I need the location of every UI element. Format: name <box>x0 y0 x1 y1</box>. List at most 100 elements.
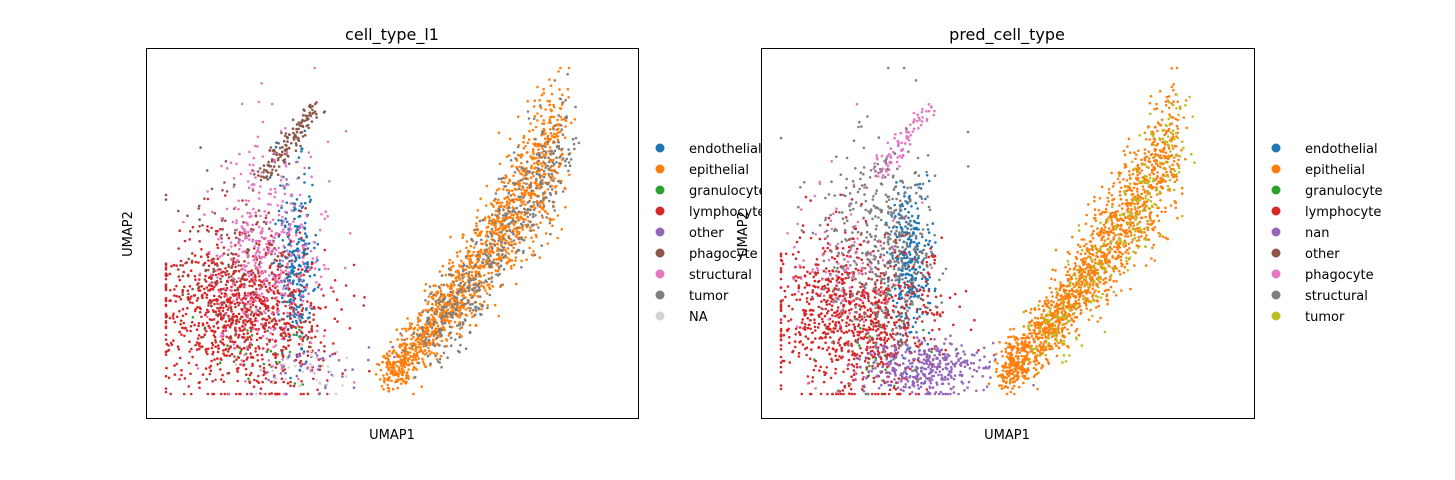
scatter-point <box>198 225 201 228</box>
scatter-point <box>383 377 386 380</box>
scatter-point <box>388 354 392 358</box>
scatter-point <box>212 392 216 396</box>
scatter-point <box>442 283 446 287</box>
scatter-point <box>525 258 528 262</box>
scatter-point <box>530 189 533 192</box>
scatter-point <box>498 256 501 260</box>
scatter-point <box>221 309 225 313</box>
scatter-point <box>249 303 253 306</box>
scatter-point <box>331 353 334 356</box>
scatter-point <box>249 330 253 333</box>
scatter-point <box>252 327 255 331</box>
scatter-point <box>285 249 289 252</box>
scatter-point <box>484 289 487 292</box>
scatter-point <box>460 312 464 315</box>
scatter-point <box>540 168 543 171</box>
scatter-point <box>418 333 422 337</box>
scatter-point <box>242 311 245 315</box>
scatter-point <box>262 164 266 167</box>
scatter-point <box>262 317 266 321</box>
scatter-point <box>175 294 178 298</box>
scatter-point <box>517 198 521 202</box>
scatter-point <box>492 218 496 221</box>
scatter-point <box>233 302 237 306</box>
scatter-point <box>288 314 292 317</box>
scatter-point <box>382 387 385 391</box>
scatter-point <box>189 325 193 328</box>
scatter-point <box>558 88 561 91</box>
scatter-point <box>292 333 296 337</box>
scatter-point <box>512 151 516 154</box>
scatter-point <box>466 299 470 302</box>
scatter-point <box>242 230 246 233</box>
scatter-point <box>552 115 556 119</box>
scatter-point <box>546 99 550 103</box>
scatter-point <box>297 256 301 259</box>
scatter-point <box>425 352 429 355</box>
scatter-point <box>497 198 500 202</box>
scatter-point <box>461 280 465 283</box>
scatter-point <box>556 236 559 240</box>
scatter-point <box>281 280 285 283</box>
scatter-point <box>1152 243 1155 247</box>
scatter-point <box>209 275 212 279</box>
scatter-point <box>226 344 229 347</box>
scatter-point <box>258 191 261 194</box>
scatter-point <box>490 276 494 279</box>
scatter-point <box>224 219 227 222</box>
scatter-point <box>461 269 465 273</box>
scatter-point <box>294 234 298 237</box>
scatter-point <box>415 368 419 371</box>
scatter-point <box>563 186 566 190</box>
scatter-point <box>503 241 507 245</box>
scatter-point <box>252 314 255 318</box>
scatter-point <box>294 142 298 145</box>
scatter-point <box>1184 99 1188 102</box>
scatter-point <box>435 352 439 355</box>
scatter-point <box>421 310 424 314</box>
scatter-point <box>307 345 311 349</box>
scatter-point <box>232 312 235 316</box>
scatter-point <box>224 283 228 287</box>
scatter-point <box>307 292 311 296</box>
scatter-point <box>190 261 194 264</box>
scatter-point <box>500 220 504 223</box>
scatter-point <box>1055 354 1059 358</box>
scatter-point <box>268 266 272 270</box>
scatter-point <box>996 362 999 365</box>
scatter-point <box>290 269 293 273</box>
scatter-point <box>908 253 912 256</box>
scatter-point <box>914 201 918 205</box>
scatter-point <box>1174 117 1177 121</box>
scatter-point <box>248 380 251 383</box>
scatter-point <box>468 276 472 280</box>
scatter-point <box>1078 245 1082 248</box>
scatter-point <box>289 301 293 304</box>
scatter-point <box>457 275 461 278</box>
scatter-point <box>564 119 568 123</box>
scatter-point <box>537 159 541 163</box>
legend-marker <box>655 185 665 195</box>
scatter-point <box>539 176 542 180</box>
scatter-point <box>555 184 558 188</box>
scatter-point <box>175 362 179 366</box>
scatter-point <box>260 171 264 174</box>
scatter-point <box>507 181 510 185</box>
scatter-point <box>906 202 909 205</box>
scatter-point <box>469 307 472 310</box>
scatter-point <box>251 187 255 191</box>
scatter-point <box>246 348 250 351</box>
scatter-point <box>470 270 474 274</box>
scatter-point <box>520 266 523 269</box>
scatter-point <box>1087 203 1090 206</box>
scatter-point <box>518 184 521 187</box>
scatter-point <box>244 269 247 272</box>
scatter-point <box>301 256 305 260</box>
scatter-point <box>210 187 214 191</box>
scatter-point <box>405 381 408 384</box>
scatter-point <box>550 109 553 112</box>
scatter-point <box>305 252 309 256</box>
scatter-point <box>508 137 512 141</box>
scatter-point <box>1134 157 1137 161</box>
scatter-point <box>207 230 210 233</box>
